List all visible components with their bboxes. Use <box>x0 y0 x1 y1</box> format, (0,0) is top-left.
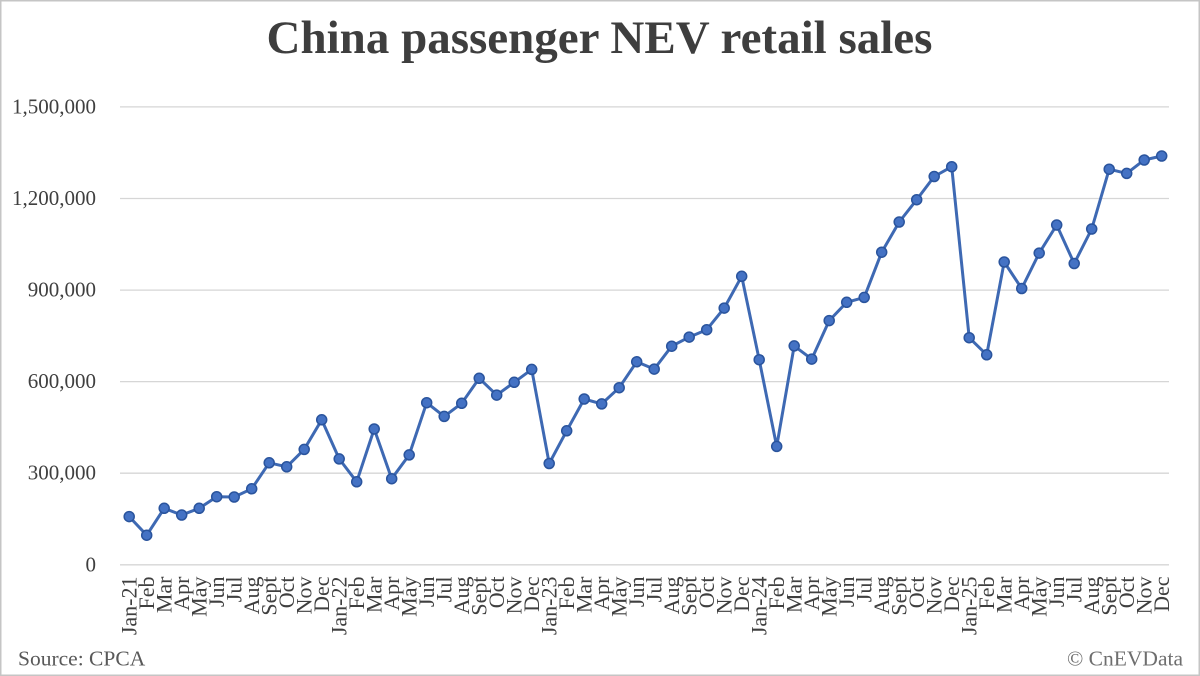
svg-text:Oct: Oct <box>484 577 509 609</box>
svg-text:Oct: Oct <box>274 577 299 609</box>
svg-text:Feb: Feb <box>974 577 999 610</box>
svg-text:Nov: Nov <box>922 577 947 615</box>
svg-text:1,500,000: 1,500,000 <box>12 94 96 118</box>
svg-text:Mar: Mar <box>992 576 1017 613</box>
svg-text:Sept: Sept <box>467 577 492 616</box>
svg-text:Aug: Aug <box>449 577 474 615</box>
svg-text:Nov: Nov <box>712 577 737 615</box>
svg-text:Feb: Feb <box>344 577 369 610</box>
svg-text:Oct: Oct <box>694 577 719 609</box>
svg-text:Aug: Aug <box>239 577 264 615</box>
svg-text:May: May <box>607 577 632 617</box>
svg-text:Aug: Aug <box>1079 577 1104 615</box>
svg-text:Mar: Mar <box>782 576 807 613</box>
svg-text:Oct: Oct <box>1114 577 1139 609</box>
svg-text:Jan-22: Jan-22 <box>327 577 352 636</box>
svg-text:China passenger NEV retail sal: China passenger NEV retail sales <box>267 12 933 64</box>
svg-text:900,000: 900,000 <box>28 278 96 302</box>
svg-text:Mar: Mar <box>152 576 177 613</box>
svg-text:Source: CPCA: Source: CPCA <box>18 647 146 671</box>
svg-text:Feb: Feb <box>134 577 159 610</box>
svg-text:0: 0 <box>86 552 97 576</box>
svg-text:Jan-24: Jan-24 <box>747 577 772 636</box>
svg-text:May: May <box>397 577 422 617</box>
svg-text:Apr: Apr <box>1009 576 1034 611</box>
svg-text:Feb: Feb <box>554 577 579 610</box>
svg-text:Jan-25: Jan-25 <box>957 577 982 636</box>
svg-text:Jul: Jul <box>222 577 247 603</box>
svg-text:Mar: Mar <box>362 576 387 613</box>
svg-text:Jul: Jul <box>642 577 667 603</box>
svg-text:Feb: Feb <box>764 577 789 610</box>
svg-text:Dec: Dec <box>309 576 334 612</box>
svg-text:Apr: Apr <box>169 576 194 611</box>
svg-text:Jun: Jun <box>834 577 859 608</box>
svg-text:300,000: 300,000 <box>28 461 96 485</box>
svg-text:Nov: Nov <box>502 577 527 615</box>
svg-text:May: May <box>187 577 212 617</box>
svg-text:600,000: 600,000 <box>28 369 96 393</box>
svg-text:Jul: Jul <box>852 577 877 603</box>
svg-text:Mar: Mar <box>572 576 597 613</box>
svg-text:Jun: Jun <box>204 577 229 608</box>
svg-text:Sept: Sept <box>257 577 282 616</box>
svg-text:Jan-23: Jan-23 <box>537 577 562 636</box>
svg-text:Apr: Apr <box>799 576 824 611</box>
svg-text:May: May <box>817 577 842 617</box>
svg-text:© CnEVData: © CnEVData <box>1067 647 1184 671</box>
svg-text:Sept: Sept <box>887 577 912 616</box>
svg-text:Aug: Aug <box>869 577 894 615</box>
svg-text:Nov: Nov <box>1132 577 1157 615</box>
svg-text:Dec: Dec <box>939 576 964 612</box>
svg-text:Dec: Dec <box>729 576 754 612</box>
svg-text:Jul: Jul <box>432 577 457 603</box>
svg-text:Sept: Sept <box>1097 577 1122 616</box>
svg-text:Jul: Jul <box>1062 577 1087 603</box>
svg-text:Apr: Apr <box>379 576 404 611</box>
svg-text:Dec: Dec <box>519 576 544 612</box>
svg-text:Sept: Sept <box>677 577 702 616</box>
svg-text:Dec: Dec <box>1149 576 1174 612</box>
svg-text:Nov: Nov <box>292 577 317 615</box>
svg-text:Jun: Jun <box>414 577 439 608</box>
svg-text:Jan-21: Jan-21 <box>117 577 142 636</box>
svg-text:May: May <box>1027 577 1052 617</box>
svg-text:Jun: Jun <box>624 577 649 608</box>
svg-text:1,200,000: 1,200,000 <box>12 186 96 210</box>
svg-text:Oct: Oct <box>904 577 929 609</box>
svg-text:Apr: Apr <box>589 576 614 611</box>
svg-text:Aug: Aug <box>659 577 684 615</box>
svg-text:Jun: Jun <box>1044 577 1069 608</box>
